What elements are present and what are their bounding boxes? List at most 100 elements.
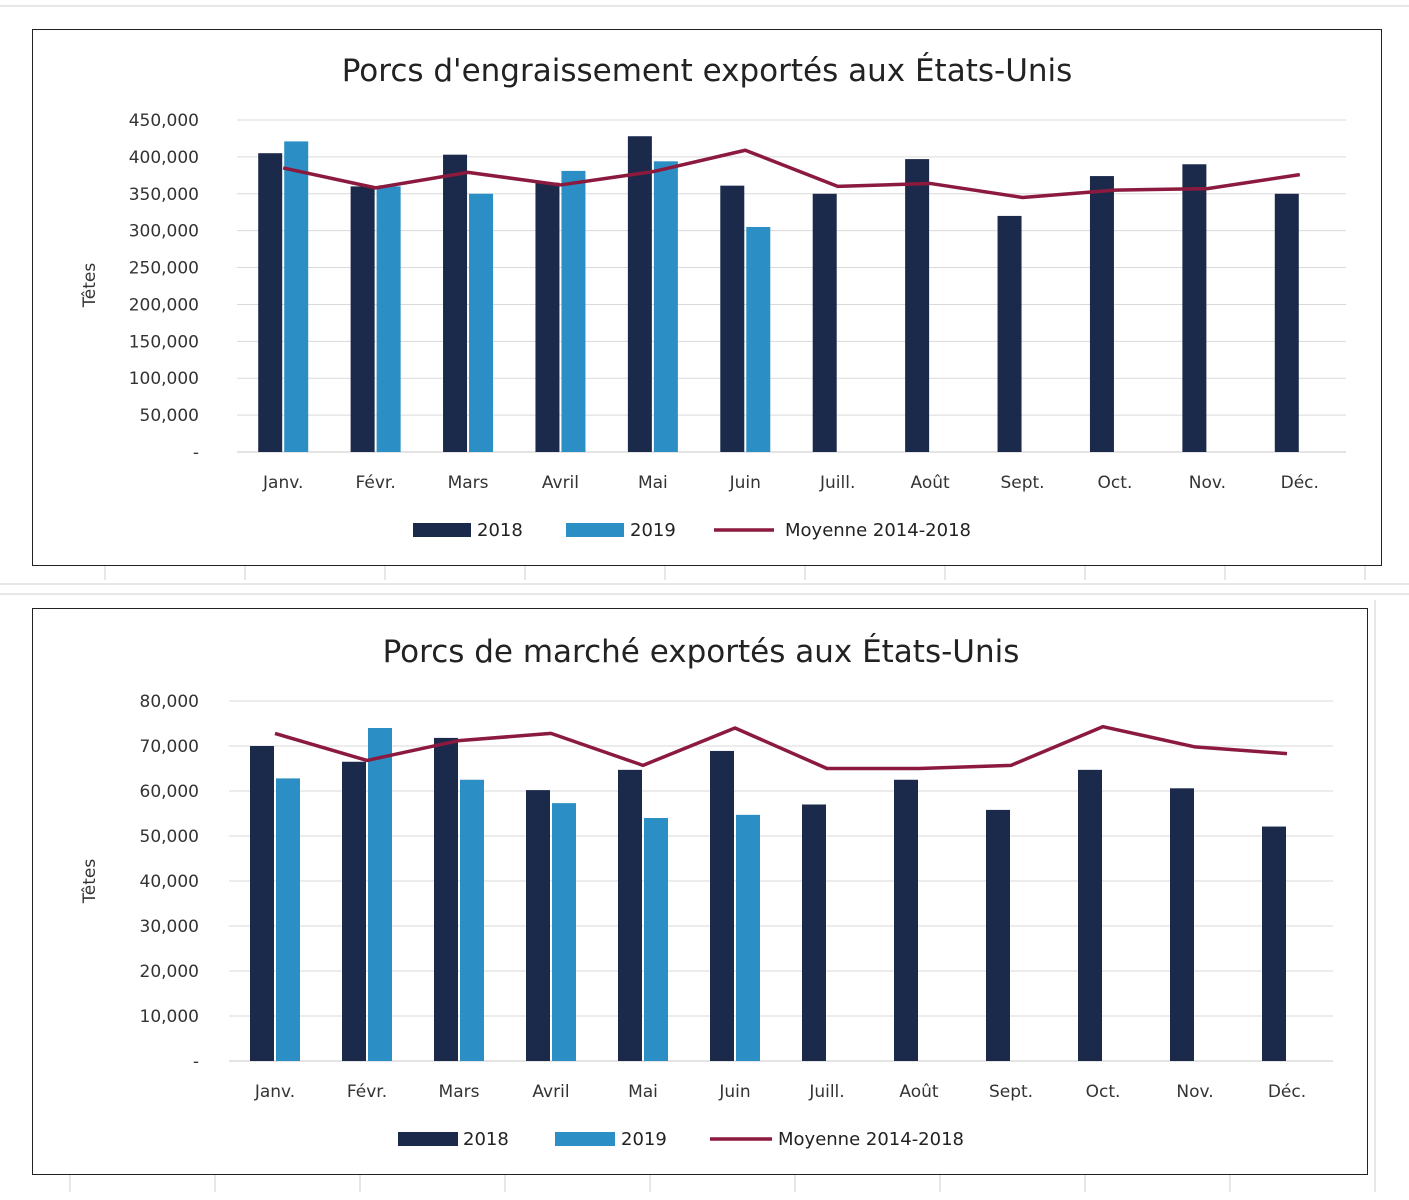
y-tick-label: 40,000 <box>140 872 199 892</box>
y-tick-label: 60,000 <box>140 782 199 802</box>
bar-2019-0 <box>284 141 309 452</box>
x-tick-label: Sept. <box>989 1082 1033 1102</box>
x-tick-label: Août <box>911 473 951 493</box>
x-tick-label: Sept. <box>1000 473 1044 493</box>
bar-2018-5 <box>720 185 745 452</box>
bar-2018-1 <box>342 761 366 1061</box>
x-tick-label: Mai <box>638 473 668 493</box>
y-tick-label: 350,000 <box>129 185 199 205</box>
bar-2018-1 <box>350 186 375 452</box>
legend-swatch-2019 <box>566 523 624 537</box>
legend: 2018 2019 Moyenne 2014-2018 <box>398 1129 964 1150</box>
x-tick-label: Janv. <box>262 473 303 493</box>
chart-panel-fattening-pigs: Porcs d'engraissement exportés aux États… <box>32 29 1382 566</box>
bar-2018-11 <box>1262 826 1286 1061</box>
y-tick-label: 20,000 <box>140 962 199 982</box>
bar-2019-5 <box>746 226 771 452</box>
x-tick-label: Juin <box>729 473 761 493</box>
bar-2019-1 <box>368 728 392 1061</box>
legend-label: 2019 <box>630 520 676 541</box>
legend-label: 2019 <box>621 1129 667 1150</box>
y-tick-label: 50,000 <box>140 827 199 847</box>
x-tick-label: Juin <box>718 1082 750 1102</box>
legend-swatch-2019 <box>555 1132 615 1146</box>
x-tick-label: Févr. <box>347 1082 387 1102</box>
bar-2019-3 <box>561 170 586 452</box>
chart-title: Porcs de marché exportés aux États-Unis <box>383 634 1020 670</box>
y-tick-label: 70,000 <box>140 737 199 757</box>
bar-2018-8 <box>986 809 1010 1061</box>
x-tick-label: Janv. <box>254 1082 295 1102</box>
chart-panel-market-hogs: Porcs de marché exportés aux États-Unis -… <box>32 608 1368 1175</box>
y-tick-label: 80,000 <box>140 692 199 712</box>
y-axis-title: Têtes <box>80 859 100 905</box>
bar-2018-0 <box>250 746 274 1061</box>
bar-2018-6 <box>812 193 837 452</box>
chart-title: Porcs d'engraissement exportés aux États… <box>342 53 1073 89</box>
bar-2018-4 <box>627 136 652 452</box>
y-tick-label: 450,000 <box>129 111 199 131</box>
y-tick-label: - <box>193 1052 199 1072</box>
x-tick-label: Nov. <box>1176 1082 1213 1102</box>
legend-label: 2018 <box>463 1129 509 1150</box>
bar-2018-6 <box>802 804 826 1061</box>
x-tick-label: Juill. <box>808 1082 844 1102</box>
y-tick-label: 400,000 <box>129 148 199 168</box>
bar-2018-9 <box>1089 176 1114 452</box>
bar-2019-2 <box>460 779 484 1061</box>
bar-2018-11 <box>1274 193 1299 452</box>
legend: 2018 2019 Moyenne 2014-2018 <box>413 520 971 541</box>
y-tick-label: 30,000 <box>140 917 199 937</box>
y-tick-label: 300,000 <box>129 222 199 242</box>
x-tick-label: Avril <box>532 1082 569 1102</box>
x-tick-label: Oct. <box>1098 473 1133 493</box>
y-tick-label: - <box>193 443 199 463</box>
bar-2018-0 <box>258 153 283 452</box>
bar-2018-2 <box>434 737 458 1061</box>
bar-2018-9 <box>1078 769 1102 1061</box>
bar-2019-2 <box>469 193 494 452</box>
y-tick-label: 150,000 <box>129 332 199 352</box>
y-tick-label: 250,000 <box>129 259 199 279</box>
chart-market-hogs: Porcs de marché exportés aux États-Unis -… <box>80 634 1333 1150</box>
x-tick-label: Août <box>899 1082 939 1102</box>
x-tick-label: Févr. <box>356 473 396 493</box>
y-tick-label: 200,000 <box>129 295 199 315</box>
legend-swatch-2018 <box>398 1132 458 1146</box>
x-tick-label: Avril <box>542 473 579 493</box>
bar-2019-4 <box>644 818 668 1061</box>
bar-2019-0 <box>276 778 300 1061</box>
bar-2018-7 <box>894 779 918 1061</box>
bar-2018-3 <box>526 790 550 1061</box>
bar-2018-7 <box>905 159 930 452</box>
bar-2019-1 <box>376 186 401 452</box>
bar-2018-2 <box>443 154 468 453</box>
chart-fattening-pigs: Porcs d'engraissement exportés aux États… <box>80 53 1346 541</box>
x-tick-label: Mars <box>448 473 489 493</box>
x-tick-label: Déc. <box>1281 473 1319 493</box>
legend-label: 2018 <box>477 520 523 541</box>
x-tick-label: Oct. <box>1086 1082 1121 1102</box>
x-tick-label: Déc. <box>1268 1082 1306 1102</box>
legend-label: Moyenne 2014-2018 <box>785 520 971 541</box>
legend-label: Moyenne 2014-2018 <box>778 1129 964 1150</box>
x-tick-label: Mai <box>628 1082 658 1102</box>
bar-2019-3 <box>552 803 576 1061</box>
bar-2018-4 <box>618 769 642 1061</box>
y-tick-label: 100,000 <box>129 369 199 389</box>
legend-swatch-2018 <box>413 523 471 537</box>
line-moyenne-2014-2018 <box>274 724 1288 771</box>
x-tick-label: Mars <box>439 1082 480 1102</box>
bar-2018-8 <box>997 215 1022 452</box>
bar-2018-3 <box>535 182 560 452</box>
bar-2018-10 <box>1182 164 1207 452</box>
x-tick-label: Nov. <box>1189 473 1226 493</box>
bar-2018-10 <box>1170 788 1194 1061</box>
bar-2019-5 <box>736 814 760 1061</box>
y-tick-label: 10,000 <box>140 1007 199 1027</box>
y-tick-label: 50,000 <box>140 406 199 426</box>
x-tick-label: Juill. <box>819 473 855 493</box>
y-axis-title: Têtes <box>80 263 100 309</box>
bar-2018-5 <box>710 750 734 1061</box>
